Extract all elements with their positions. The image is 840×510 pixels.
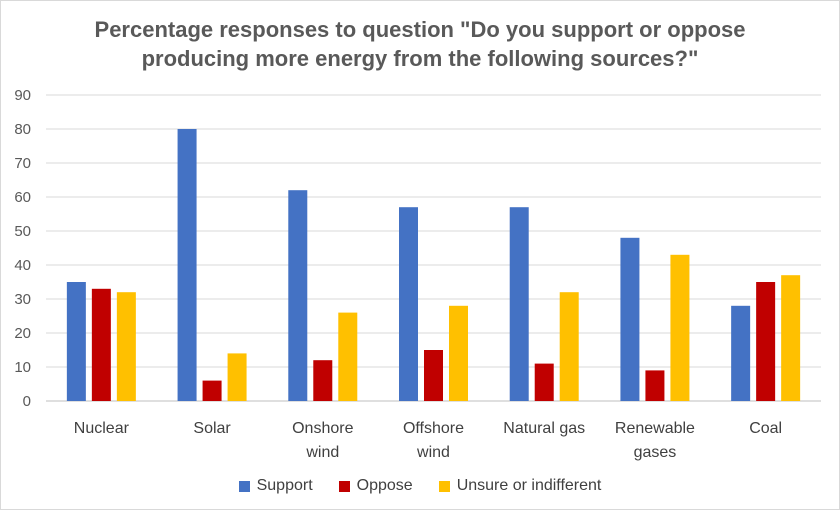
y-tick-label: 50 (14, 223, 31, 240)
category-label: Onshore (292, 420, 353, 437)
category-label: wind (305, 444, 339, 461)
y-tick-label: 10 (14, 359, 31, 376)
category-label: gases (634, 444, 677, 461)
bar-oppose (534, 363, 554, 401)
bar-chart-plot: 0 10 20 30 40 50 60 70 80 90 Nuclear Solar Onshore wi… (14, 87, 821, 461)
bar-unsure-or-indifferent (670, 254, 690, 401)
bar-oppose (313, 360, 333, 401)
bar-unsure-or-indifferent (781, 275, 801, 401)
bar-oppose (424, 350, 443, 401)
y-tick-label: 90 (14, 87, 31, 104)
legend-label: Oppose (356, 477, 413, 494)
bar-unsure-or-indifferent (338, 312, 358, 401)
bar-support (399, 207, 418, 401)
y-tick-label: 80 (14, 121, 31, 138)
legend-swatch (338, 480, 350, 492)
legend-swatch (238, 480, 250, 492)
category-label: Coal (749, 420, 782, 437)
bar-unsure-or-indifferent (227, 353, 247, 401)
bar-oppose (202, 380, 222, 401)
legend-label: Unsure or indifferent (456, 477, 602, 494)
bar-oppose (91, 288, 111, 401)
chart-title: Percentage responses to question "Do you… (1, 15, 839, 73)
y-tick-label: 40 (14, 257, 31, 274)
bar-oppose (645, 370, 665, 401)
y-tick-label: 20 (14, 325, 31, 342)
bar-support (66, 282, 86, 401)
bar-unsure-or-indifferent (559, 292, 579, 401)
category-label: Renewable (615, 420, 695, 437)
y-tick-label: 70 (14, 155, 31, 172)
bar-support (288, 190, 308, 401)
legend-label: Support (256, 477, 313, 494)
y-tick-label: 0 (23, 393, 31, 410)
bar-support (509, 207, 529, 401)
chart-title-line-2: producing more energy from the following… (141, 46, 699, 71)
chart-legend: Support Oppose Unsure or indifferent (1, 477, 839, 495)
bar-unsure-or-indifferent (449, 305, 468, 401)
y-tick-label: 60 (14, 189, 31, 206)
legend-swatch (438, 480, 450, 492)
bar-support (177, 129, 197, 401)
legend-item: Oppose (338, 477, 413, 495)
category-label: Nuclear (74, 420, 130, 437)
category-label: Natural gas (503, 420, 585, 437)
legend-item: Unsure or indifferent (438, 477, 602, 495)
category-label: wind (416, 444, 450, 461)
bar-support (731, 305, 751, 401)
y-tick-label: 30 (14, 291, 31, 308)
category-label: Offshore (403, 420, 464, 437)
category-label: Solar (193, 420, 231, 437)
chart-title-line-1: Percentage responses to question "Do you… (94, 17, 746, 42)
legend-item: Support (238, 477, 313, 495)
bar-support (620, 237, 640, 401)
bar-oppose (756, 282, 776, 401)
bar-unsure-or-indifferent (116, 292, 136, 401)
